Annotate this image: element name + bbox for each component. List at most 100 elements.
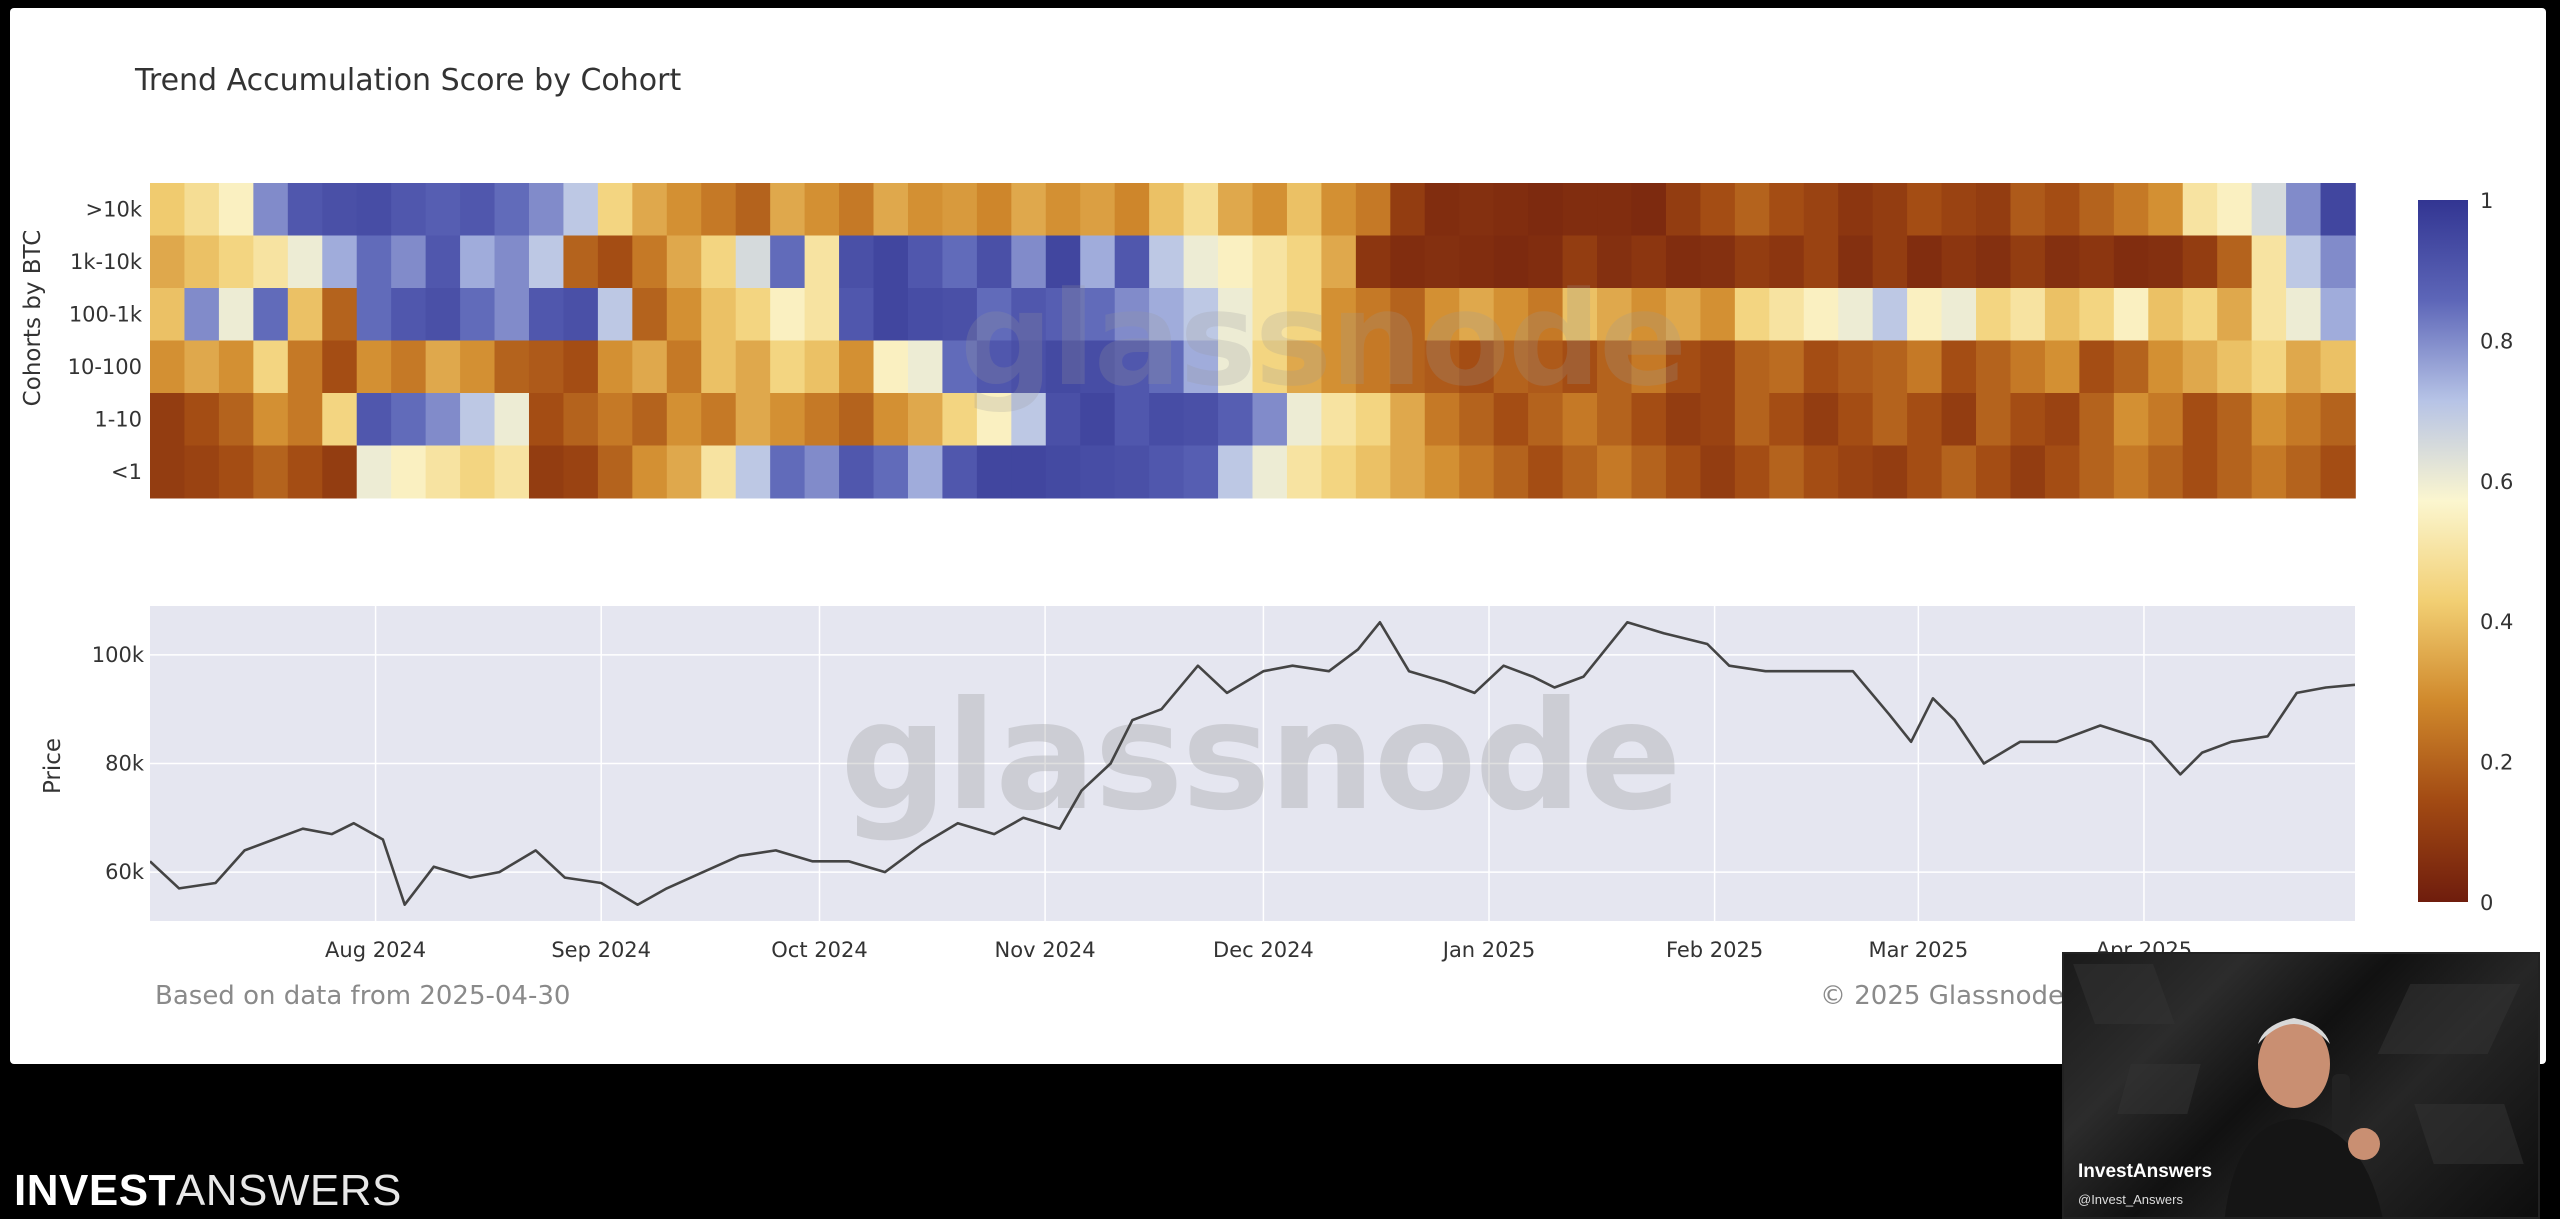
heatmap-cell bbox=[2217, 393, 2253, 446]
heatmap-cell bbox=[1045, 235, 1082, 289]
heatmap-cell bbox=[2079, 445, 2115, 499]
heatmap-cell bbox=[1114, 445, 1150, 499]
heatmap-cell bbox=[322, 393, 358, 446]
heatmap-cell bbox=[287, 235, 324, 289]
heatmap-cell bbox=[2320, 445, 2356, 499]
heatmap-cell bbox=[632, 445, 668, 499]
heatmap-cell bbox=[1149, 393, 1185, 446]
heatmap-cell bbox=[2251, 235, 2287, 289]
heatmap-cell bbox=[1390, 393, 1426, 446]
heatmap-cell bbox=[1907, 183, 1943, 236]
heatmap-cell bbox=[770, 393, 806, 446]
heatmap-cell bbox=[770, 183, 806, 236]
heatmap-cell bbox=[1528, 445, 1564, 499]
webcam-handle: @Invest_Answers bbox=[2078, 1192, 2183, 1207]
heatmap-cell bbox=[2044, 445, 2081, 499]
heatmap-cell bbox=[942, 445, 978, 499]
heatmap-cell bbox=[1355, 288, 1392, 341]
heatmap-cell bbox=[1838, 445, 1874, 499]
heatmap-cell bbox=[2010, 288, 2046, 341]
webcam-backdrop-facet bbox=[2117, 1064, 2201, 1114]
heatmap-cell bbox=[1390, 183, 1426, 236]
heatmap-cell bbox=[1321, 183, 1357, 236]
heatmap-cell bbox=[1597, 183, 1633, 236]
heatmap-cell bbox=[1562, 340, 1598, 394]
heatmap-cell bbox=[770, 235, 806, 289]
heatmap-cell bbox=[1907, 445, 1943, 499]
heatmap-cell bbox=[494, 393, 530, 446]
heatmap-y-axis-title: Cohorts by BTC bbox=[20, 230, 46, 407]
heatmap-cell bbox=[322, 183, 358, 236]
heatmap-cell bbox=[1493, 288, 1529, 341]
heatmap-row-label: >10k bbox=[86, 197, 143, 221]
heatmap-cell bbox=[218, 340, 255, 394]
heatmap-cell bbox=[184, 183, 220, 236]
heatmap-cell bbox=[356, 183, 392, 236]
presenter-figure bbox=[2224, 1018, 2383, 1217]
heatmap-cell bbox=[1941, 340, 1977, 394]
heatmap-cell bbox=[2148, 235, 2184, 289]
heatmap-cell bbox=[218, 183, 255, 236]
heatmap-cell bbox=[2079, 235, 2115, 289]
heatmap-cell bbox=[1976, 235, 2012, 289]
heatmap-cell bbox=[184, 288, 220, 341]
heatmap-cell bbox=[494, 340, 530, 394]
heatmap-cell bbox=[1700, 445, 1736, 499]
heatmap-cell bbox=[2010, 393, 2046, 446]
heatmap-cell bbox=[1838, 235, 1874, 289]
heatmap-cell bbox=[1700, 288, 1736, 341]
heatmap-cell bbox=[1665, 288, 1702, 341]
footer-copyright: © 2025 Glassnode bbox=[1820, 981, 2064, 1011]
heatmap-cell bbox=[666, 288, 703, 341]
heatmap-cell bbox=[1493, 340, 1529, 394]
heatmap-cell bbox=[1803, 393, 1839, 446]
heatmap-cell bbox=[287, 340, 324, 394]
heatmap-cell bbox=[2320, 235, 2356, 289]
heatmap-cell bbox=[2182, 183, 2218, 236]
heatmap-cell bbox=[1562, 445, 1598, 499]
heatmap-cell bbox=[322, 340, 358, 394]
heatmap-cell bbox=[1907, 340, 1943, 394]
heatmap-cell bbox=[391, 340, 427, 394]
heatmap-cell bbox=[1252, 393, 1288, 446]
heatmap-cell bbox=[425, 288, 461, 341]
heatmap-cell bbox=[1355, 340, 1392, 394]
heatmap-cell bbox=[2010, 235, 2046, 289]
heatmap-cell bbox=[1493, 235, 1529, 289]
heatmap-cell bbox=[1424, 340, 1461, 394]
heatmap-cell bbox=[1803, 183, 1839, 236]
heatmap-cell bbox=[1252, 340, 1288, 394]
chart-title: Trend Accumulation Score by Cohort bbox=[134, 63, 681, 98]
heatmap-cell bbox=[597, 340, 634, 394]
heatmap-cell bbox=[976, 288, 1013, 341]
heatmap-cell bbox=[1355, 235, 1392, 289]
heatmap-cell bbox=[1631, 235, 1667, 289]
heatmap-cell bbox=[735, 235, 771, 289]
heatmap-cell bbox=[1734, 340, 1771, 394]
heatmap-cell bbox=[1321, 445, 1357, 499]
heatmap-cell bbox=[1218, 183, 1254, 236]
heatmap-cell bbox=[1321, 340, 1357, 394]
heatmap-cell bbox=[701, 340, 737, 394]
heatmap-cell bbox=[1562, 235, 1598, 289]
heatmap-cell bbox=[1597, 445, 1633, 499]
price-x-tick-label: Jan 2025 bbox=[1441, 938, 1536, 962]
heatmap-cell bbox=[839, 183, 875, 236]
heatmap-cell bbox=[2079, 288, 2115, 341]
heatmap-cell bbox=[632, 340, 668, 394]
heatmap-cell bbox=[2320, 393, 2356, 446]
heatmap-cell bbox=[1218, 288, 1254, 341]
heatmap-cell bbox=[1941, 235, 1977, 289]
heatmap-cell bbox=[287, 288, 324, 341]
heatmap-cell bbox=[253, 235, 289, 289]
heatmap-cell bbox=[2044, 235, 2081, 289]
heatmap-cell bbox=[1838, 288, 1874, 341]
heatmap-cell bbox=[1424, 288, 1461, 341]
heatmap-cell bbox=[1252, 288, 1288, 341]
heatmap-cell bbox=[1976, 393, 2012, 446]
heatmap-cell bbox=[2113, 445, 2150, 499]
heatmap-cell bbox=[218, 445, 255, 499]
colorbar-tick-label: 0.6 bbox=[2480, 470, 2513, 494]
heatmap-cell bbox=[1665, 445, 1702, 499]
heatmap-cell bbox=[1390, 235, 1426, 289]
